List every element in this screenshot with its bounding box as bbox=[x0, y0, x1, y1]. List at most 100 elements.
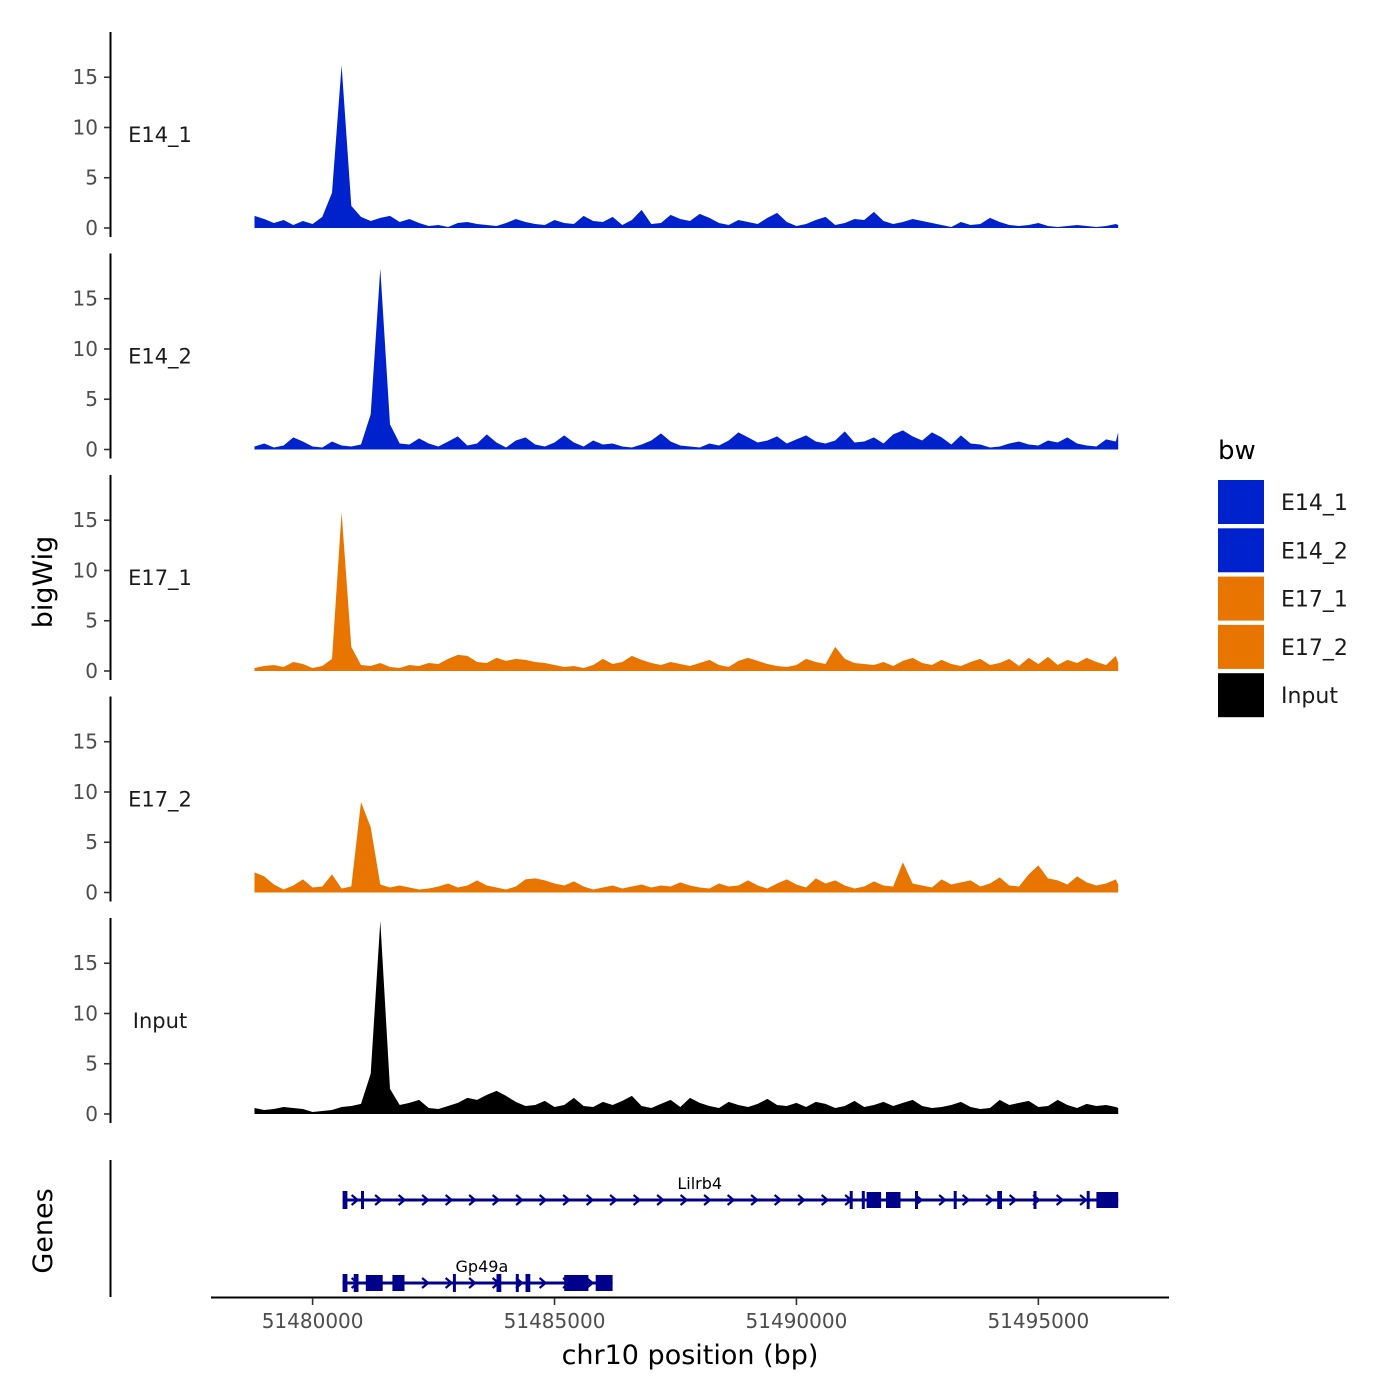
track-input: 0 5 10 15 Input bbox=[73, 918, 1119, 1126]
legend-title: bw bbox=[1218, 436, 1256, 466]
track-label: Input bbox=[133, 1009, 187, 1033]
signal-area bbox=[254, 512, 1119, 671]
x-axis-title: chr10 position (bp) bbox=[562, 1340, 819, 1371]
signal-area bbox=[254, 921, 1119, 1114]
exon bbox=[915, 1191, 918, 1209]
signal-area bbox=[254, 802, 1119, 893]
signal-area bbox=[254, 65, 1119, 228]
strand-arrow bbox=[726, 1194, 736, 1206]
strand-arrow bbox=[585, 1277, 595, 1289]
legend-item: E17_2 bbox=[1218, 624, 1348, 669]
legend-item: E14_2 bbox=[1218, 528, 1348, 573]
strand-arrow bbox=[585, 1194, 595, 1206]
y-tick-label: 10 bbox=[73, 780, 98, 804]
strand-arrow bbox=[421, 1194, 430, 1206]
y-tick-label: 5 bbox=[85, 387, 98, 411]
strand-arrow bbox=[374, 1194, 383, 1206]
legend-label: Input bbox=[1281, 684, 1338, 709]
y-tick-label: 0 bbox=[85, 1102, 98, 1126]
x-tick-label: 51485000 bbox=[504, 1309, 606, 1333]
exon bbox=[595, 1275, 613, 1291]
exon bbox=[1033, 1191, 1037, 1209]
legend-label: E17_2 bbox=[1281, 636, 1348, 661]
y-tick-label: 15 bbox=[73, 65, 98, 89]
track-label: E17_1 bbox=[128, 566, 192, 591]
y-tick-label: 15 bbox=[73, 730, 98, 754]
strand-arrow bbox=[491, 1194, 501, 1206]
exon bbox=[866, 1192, 882, 1208]
strand-arrow bbox=[632, 1194, 642, 1206]
strand-arrow bbox=[421, 1277, 430, 1289]
strand-arrow bbox=[773, 1194, 783, 1206]
x-tick-label: 51495000 bbox=[987, 1309, 1089, 1333]
gene-label: Lilrb4 bbox=[677, 1174, 722, 1193]
track-e14-1: 0 5 10 15 E14_1 bbox=[73, 32, 1119, 240]
strand-arrow bbox=[538, 1194, 548, 1206]
exon bbox=[496, 1274, 502, 1292]
exon bbox=[953, 1191, 957, 1209]
legend-item: Input bbox=[1218, 673, 1338, 718]
strand-arrow bbox=[538, 1277, 548, 1289]
genes-axis-title: Genes bbox=[28, 1188, 59, 1273]
track-label: E17_2 bbox=[128, 788, 192, 813]
y-tick-label: 10 bbox=[73, 337, 98, 361]
exon bbox=[564, 1275, 589, 1291]
legend-swatch bbox=[1218, 480, 1264, 524]
strand-arrow bbox=[797, 1194, 806, 1206]
exon bbox=[342, 1191, 348, 1209]
track-label: E14_1 bbox=[128, 123, 192, 148]
y-tick-label: 0 bbox=[85, 438, 98, 462]
y-tick-label: 0 bbox=[85, 881, 98, 905]
strand-arrow bbox=[1079, 1194, 1088, 1206]
y-tick-label: 10 bbox=[73, 558, 98, 582]
strand-arrow bbox=[609, 1194, 618, 1206]
exon bbox=[1096, 1192, 1119, 1208]
strand-arrow bbox=[397, 1194, 407, 1206]
exon bbox=[849, 1191, 853, 1209]
legend-swatch bbox=[1218, 673, 1264, 718]
legend-label: E14_1 bbox=[1281, 491, 1348, 516]
y-tick-label: 5 bbox=[85, 1052, 98, 1076]
x-tick-label: 51490000 bbox=[746, 1309, 848, 1333]
track-label: E14_2 bbox=[128, 345, 192, 370]
track-e17-2: 0 5 10 15 E17_2 bbox=[73, 696, 1119, 905]
gene-lilrb4: Lilrb4 bbox=[342, 1174, 1119, 1209]
strand-arrow bbox=[985, 1194, 994, 1206]
strand-arrow bbox=[1055, 1194, 1065, 1206]
strand-arrow bbox=[468, 1194, 477, 1206]
gene-label: Gp49a bbox=[456, 1257, 509, 1276]
signal-tracks: 0 5 10 15 E14_1 0 5 10 15 E14_2 0 5 10 15 E17_1 0 5 10 15 E… bbox=[73, 32, 1119, 1126]
y-tick-label: 15 bbox=[73, 287, 98, 311]
y-axis-title: bigWig bbox=[28, 536, 59, 629]
legend-item: E14_1 bbox=[1218, 480, 1348, 524]
strand-arrow bbox=[656, 1194, 665, 1206]
strand-arrow bbox=[562, 1194, 571, 1206]
exon bbox=[361, 1191, 364, 1209]
strand-arrow bbox=[938, 1194, 947, 1206]
exon bbox=[452, 1274, 456, 1292]
exon bbox=[525, 1274, 531, 1292]
legend-label: E17_1 bbox=[1281, 588, 1348, 613]
exon bbox=[392, 1275, 405, 1291]
strand-arrow bbox=[703, 1194, 712, 1206]
genes-track: Lilrb4 Gp49a bbox=[109, 1160, 1119, 1297]
x-tick-label: 51480000 bbox=[262, 1309, 364, 1333]
exon bbox=[861, 1191, 865, 1209]
exon bbox=[353, 1274, 359, 1292]
strand-arrow bbox=[961, 1194, 971, 1206]
y-tick-label: 0 bbox=[85, 216, 98, 240]
exon bbox=[997, 1191, 1002, 1209]
legend-item: E17_1 bbox=[1218, 576, 1348, 621]
y-tick-label: 10 bbox=[73, 1001, 98, 1025]
strand-arrow bbox=[444, 1277, 454, 1289]
signal-area bbox=[254, 268, 1119, 450]
y-tick-label: 15 bbox=[73, 508, 98, 532]
strand-arrow bbox=[515, 1194, 524, 1206]
strand-arrow bbox=[820, 1194, 830, 1206]
legend: bw E14_1 E14_2 E17_1 E17_2 Input bbox=[1218, 436, 1348, 718]
track-e14-2: 0 5 10 15 E14_2 bbox=[73, 253, 1119, 462]
y-tick-label: 10 bbox=[73, 115, 98, 139]
strand-arrow bbox=[750, 1194, 759, 1206]
gene-gp49a: Gp49a bbox=[342, 1257, 613, 1292]
